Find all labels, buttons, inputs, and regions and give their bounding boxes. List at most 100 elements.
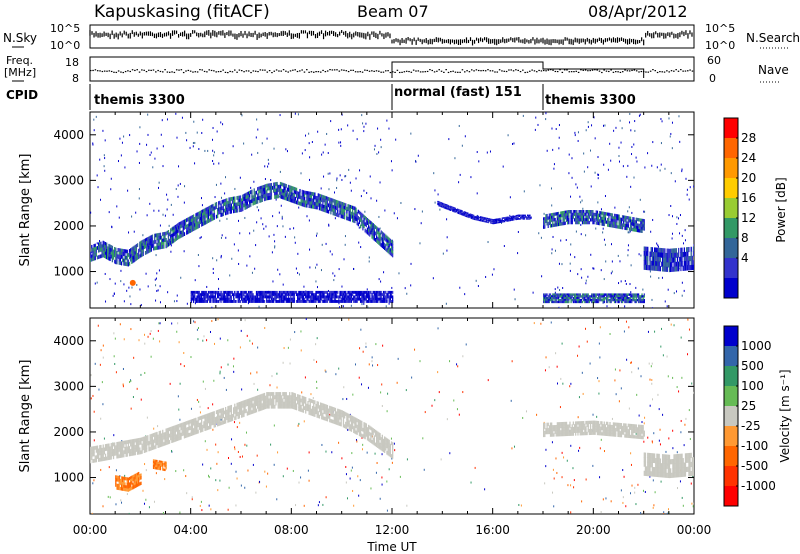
heatmap-cell: [252, 195, 254, 200]
heatmap-cell: [362, 226, 364, 231]
freq-sample: [303, 71, 306, 73]
heatmap-cell: [585, 298, 587, 302]
heatmap-cell: [306, 197, 308, 202]
heatmap-cell: [229, 290, 231, 294]
heatmap-cell: [573, 293, 576, 296]
heatmap-cell: [603, 211, 605, 216]
heatmap-cell: [342, 300, 345, 303]
heatmap-cell: [677, 247, 680, 254]
heatmap-cell: [308, 293, 310, 297]
heatmap-cell: [371, 231, 373, 236]
freq-sample: [501, 70, 503, 72]
heatmap-cell: [568, 210, 570, 214]
heatmap-noise: [300, 172, 302, 175]
heatmap-noise: [178, 341, 180, 344]
heatmap-cell: [621, 298, 624, 302]
heatmap-cell: [192, 224, 195, 228]
heatmap-cell: [252, 295, 254, 299]
heatmap-cell: [241, 293, 243, 297]
heatmap-cell: [555, 297, 557, 300]
heatmap-cell: [266, 293, 268, 297]
heatmap-cell: [190, 295, 192, 299]
heatmap-noise: [386, 410, 388, 413]
heatmap-cell: [389, 248, 392, 253]
heatmap-noise: [308, 219, 310, 222]
heatmap-noise: [167, 198, 169, 201]
heatmap-cell: [207, 215, 210, 220]
heatmap-cell: [276, 185, 278, 189]
heatmap-cell: [673, 257, 675, 263]
heatmap-cell: [634, 295, 636, 298]
heatmap-noise: [345, 175, 347, 178]
heatmap-cell: [374, 231, 377, 236]
heatmap-cell: [667, 248, 669, 254]
heatmap-cell: [251, 199, 253, 203]
heatmap-cell: [499, 220, 501, 223]
heatmap-cell: [338, 203, 340, 208]
heatmap-cell: [618, 298, 620, 302]
heatmap-cell: [322, 207, 324, 212]
heatmap-cell: [261, 185, 263, 190]
heatmap-noise: [220, 182, 222, 185]
heatmap-cell: [241, 295, 243, 299]
freq-sample: [347, 70, 350, 73]
heatmap-noise: [487, 241, 489, 244]
heatmap-noise: [327, 289, 329, 292]
heatmap-cell: [205, 300, 207, 303]
heatmap-cell: [212, 295, 214, 299]
heatmap-cell: [133, 245, 135, 250]
heatmap-noise: [598, 380, 600, 383]
heatmap-cell: [254, 300, 257, 303]
heatmap-cell: [448, 208, 451, 211]
heatmap-cell: [269, 300, 271, 303]
heatmap-noise: [289, 338, 291, 341]
heatmap-noise: [298, 481, 300, 484]
heatmap-noise: [136, 283, 138, 286]
heatmap-cell: [198, 224, 200, 228]
heatmap-cell: [314, 297, 316, 301]
heatmap-cell: [366, 227, 369, 232]
freq-sample: [612, 71, 615, 73]
heatmap-cell: [126, 259, 128, 264]
heatmap-noise: [476, 192, 478, 195]
heatmap-cell: [623, 293, 625, 296]
heatmap-cell: [289, 300, 291, 303]
heatmap-noise: [222, 123, 224, 126]
heatmap-cell: [221, 297, 223, 301]
heatmap-cell: [581, 300, 584, 304]
heatmap-cell: [522, 216, 524, 218]
heatmap-noise: [377, 127, 379, 130]
heatmap-cell: [557, 295, 560, 298]
freq-sample: [273, 70, 276, 72]
heatmap-noise: [211, 320, 213, 323]
nsky-label: N.Sky: [3, 31, 37, 45]
heatmap-noise: [138, 197, 140, 200]
heatmap-cell: [267, 196, 269, 201]
heatmap-cell: [307, 290, 309, 294]
heatmap-cell: [596, 210, 599, 214]
heatmap-cell: [124, 255, 126, 260]
heatmap-cell: [592, 220, 594, 225]
heatmap-noise: [603, 163, 605, 166]
heatmap-cell: [631, 298, 633, 302]
heatmap-cell: [326, 209, 329, 214]
heatmap-noise: [158, 181, 160, 184]
heatmap-cell: [243, 197, 245, 201]
heatmap-cell: [643, 221, 645, 226]
heatmap-noise: [212, 428, 214, 431]
heatmap-cell: [603, 214, 605, 218]
heatmap-cell: [243, 290, 245, 294]
heatmap-cell: [334, 290, 337, 294]
heatmap-cell: [303, 203, 306, 208]
heatmap-cell: [365, 223, 367, 228]
heatmap-cell: [329, 300, 331, 303]
heatmap-cell: [382, 295, 385, 299]
heatmap-noise: [333, 279, 335, 282]
heatmap-cell: [623, 215, 625, 219]
heatmap-cell: [114, 250, 116, 254]
heatmap-cell: [319, 194, 322, 198]
heatmap-cell: [567, 212, 569, 217]
heatmap-noise: [618, 160, 620, 163]
heatmap-cell: [218, 201, 220, 205]
heatmap-cell: [666, 248, 668, 254]
